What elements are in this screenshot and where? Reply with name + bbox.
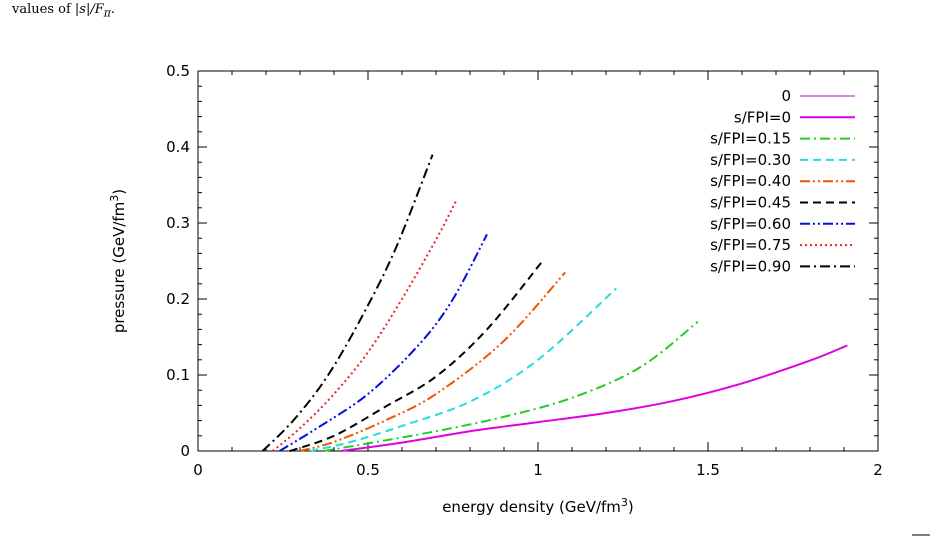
- legend-label-2: s/FPI=0.15: [710, 130, 791, 148]
- x-tick-label: 0.5: [356, 461, 380, 479]
- legend-label-6: s/FPI=0.60: [710, 215, 791, 233]
- y-tick-label: 0.4: [166, 138, 190, 156]
- legend-label-0: 0: [781, 87, 791, 105]
- legend-label-3: s/FPI=0.30: [710, 151, 791, 169]
- series-line-8: [261, 154, 434, 452]
- series-line-3: [309, 287, 617, 452]
- legend-label-5: s/FPI=0.45: [710, 194, 791, 212]
- series-line-5: [289, 261, 543, 452]
- axis-tick-labels: 0 0.5 1 1.5 2 0 0.1 0.2 0.3 0.4 0.5: [166, 62, 883, 479]
- x-tick-label: 1: [533, 461, 543, 479]
- y-tick-label: 0: [180, 442, 190, 460]
- caption-math: |s|/F: [74, 2, 104, 17]
- y-tick-label: 0.1: [166, 366, 190, 384]
- y-axis-label: pressure (GeV/fm3): [108, 189, 128, 333]
- x-tick-label: 2: [873, 461, 883, 479]
- caption-suffix: .: [110, 2, 116, 17]
- caption-prefix: values of: [12, 2, 75, 17]
- x-axis-label: energy density (GeV/fm3): [442, 496, 634, 516]
- y-tick-label: 0.2: [166, 290, 190, 308]
- y-tick-label: 0.3: [166, 214, 190, 232]
- series-line-1: [340, 344, 848, 452]
- series-line-4: [299, 271, 566, 452]
- data-curves: [261, 154, 848, 452]
- legend-label-7: s/FPI=0.75: [710, 236, 791, 254]
- figure-caption: values of |s|/Fπ.: [12, 2, 115, 20]
- legend: 0 s/FPI=0 s/FPI=0.15 s/FPI=0.30 s/FPI=0.40 s/…: [710, 87, 855, 275]
- series-line-7: [272, 199, 458, 452]
- legend-label-8: s/FPI=0.90: [710, 257, 791, 275]
- x-tick-label: 1.5: [696, 461, 720, 479]
- axis-ticks: [197, 70, 879, 452]
- y-tick-label: 0.5: [166, 62, 190, 80]
- x-tick-label: 0: [193, 461, 203, 479]
- series-line-2: [323, 321, 699, 452]
- caption-math-subscript: π: [103, 6, 111, 20]
- legend-label-4: s/FPI=0.40: [710, 172, 791, 190]
- legend-label-1: s/FPI=0: [734, 108, 791, 126]
- series-line-6: [279, 233, 488, 452]
